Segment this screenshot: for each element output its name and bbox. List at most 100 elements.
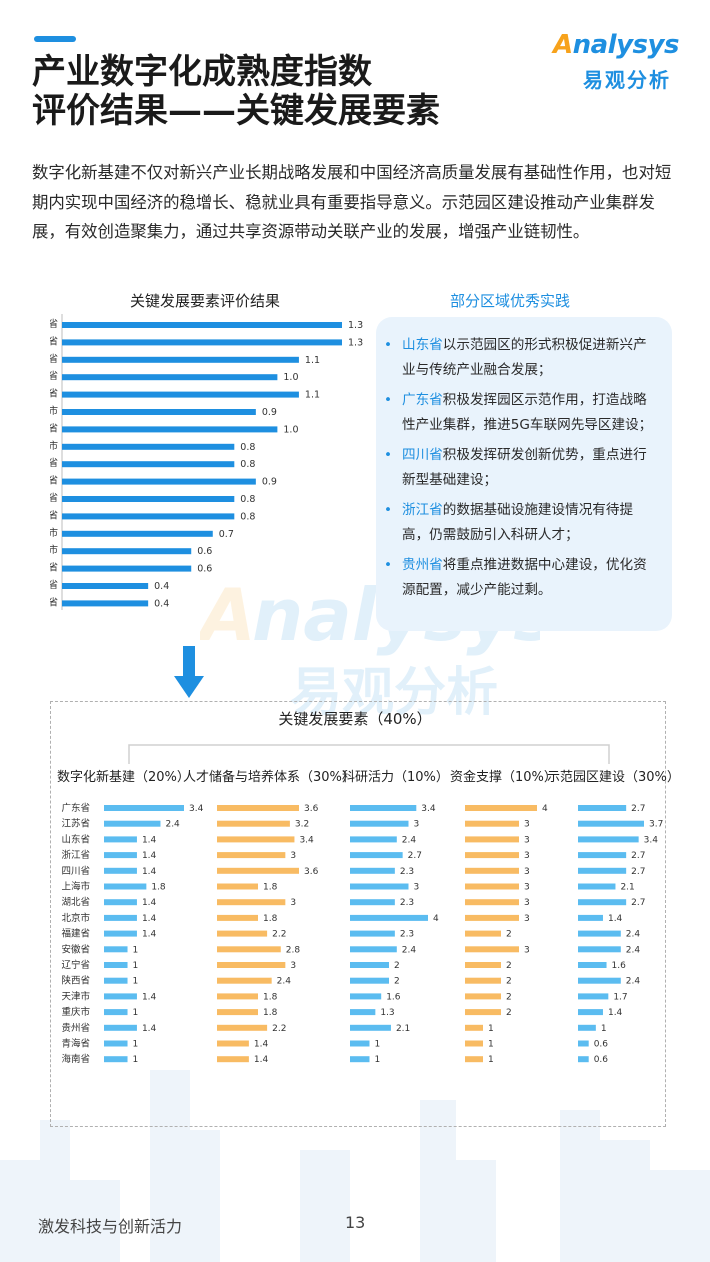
practice-item: • 贵州省将重点推进数据中心建设，优化资源配置，减少产能过剩。 <box>376 553 660 602</box>
practice-province: 广东省 <box>402 392 443 408</box>
bar <box>62 443 235 450</box>
bar <box>350 867 395 874</box>
footer-text: 激发科技与创新活力 <box>38 1217 183 1236</box>
logo-wordmark: Analysys <box>553 30 679 60</box>
bar <box>217 899 286 906</box>
value-label: 1 <box>133 1040 139 1050</box>
category-label: 山东省 <box>61 833 90 845</box>
bar <box>217 867 299 874</box>
value-label: 3.7 <box>649 820 663 830</box>
value-label: 1 <box>133 1008 139 1018</box>
value-label: 2 <box>506 1008 512 1018</box>
value-label: 3 <box>524 883 530 893</box>
factor-breakdown-box <box>50 701 666 1127</box>
bar <box>62 339 342 346</box>
bullet-icon: • <box>384 447 393 463</box>
bar <box>465 930 501 937</box>
practice-item: • 广东省积极发挥园区示范作用，打造战略性产业集群，推进5G车联网先导区建设； <box>376 388 660 437</box>
col-head-park: 示范园区建设（30%） <box>547 770 680 785</box>
col-head-research: 科研活力（10%） <box>342 770 449 785</box>
value-label: 1.1 <box>305 390 320 401</box>
bar <box>104 914 137 921</box>
bar <box>578 914 603 921</box>
bar <box>104 852 137 859</box>
bar <box>465 883 519 890</box>
bar <box>62 548 192 555</box>
value-label: 1 <box>488 1040 494 1050</box>
bar <box>217 805 299 811</box>
value-label: 0.6 <box>197 546 212 557</box>
practice-item: • 浙江省的数据基础设施建设情况有待提高，仍需鼓励引入科研人才； <box>376 498 660 547</box>
value-label: 1.8 <box>263 883 278 893</box>
bar <box>217 1040 249 1047</box>
bar <box>217 962 286 968</box>
bar <box>578 993 609 1000</box>
bar <box>465 852 519 859</box>
bar <box>578 1009 603 1016</box>
practice-item: • 四川省积极发挥研发创新优势，重点进行新型基础建设； <box>376 443 660 492</box>
category-label: 陕西省 <box>50 509 58 521</box>
value-label: 4 <box>542 804 548 814</box>
bar <box>217 883 258 890</box>
bar <box>350 899 395 906</box>
value-label: 3.6 <box>304 867 319 877</box>
value-label: 0.6 <box>594 1055 609 1065</box>
value-label: 2.7 <box>631 867 645 877</box>
category-label: 湖北省 <box>61 896 90 908</box>
category-label: 贵州省 <box>61 1022 90 1034</box>
value-label: 3 <box>290 898 296 908</box>
category-label: 广东省 <box>50 318 58 330</box>
bar <box>217 852 286 859</box>
value-label: 2.3 <box>400 898 414 908</box>
value-label: 3 <box>524 914 530 924</box>
value-label: 1 <box>488 1055 494 1065</box>
category-label: 湖北省 <box>50 422 58 434</box>
overall-bar-chart: 广东省 1.3 江苏省 1.3 山东省 1.1 浙江省 1.0 四川省 1.1 上海市 0.9 湖北省 1… <box>50 314 363 610</box>
bracket-line <box>128 744 610 764</box>
value-label: 2 <box>506 992 512 1002</box>
bar <box>465 993 501 1000</box>
bar <box>217 1009 258 1016</box>
value-label: 1.4 <box>142 1024 157 1034</box>
value-label: 1.8 <box>151 883 166 893</box>
bar <box>350 946 397 953</box>
bar <box>62 426 278 433</box>
value-label: 0.9 <box>262 477 277 488</box>
bar <box>578 1056 589 1063</box>
practice-province: 山东省 <box>402 337 443 353</box>
value-label: 3.4 <box>299 835 314 845</box>
category-label: 上海市 <box>61 881 90 893</box>
value-label: 0.7 <box>219 529 234 540</box>
bar <box>465 1009 501 1016</box>
bar <box>465 962 501 968</box>
category-label: 江苏省 <box>61 818 90 830</box>
value-label: 0.9 <box>262 407 277 418</box>
bar <box>104 883 147 890</box>
bar <box>62 409 256 415</box>
practice-text: 以示范园区的形式积极促进新兴产业与传统产业融合发展； <box>402 337 647 378</box>
category-label: 青海省 <box>50 579 58 591</box>
value-label: 1.1 <box>305 355 320 366</box>
category-label: 浙江省 <box>61 849 90 861</box>
practice-text: 将重点推进数据中心建设，优化资源配置，减少产能过剩。 <box>402 557 647 598</box>
bar <box>350 836 397 843</box>
value-label: 3.6 <box>304 804 319 814</box>
bar <box>465 946 519 953</box>
category-label: 福建省 <box>50 457 58 469</box>
bar <box>578 852 627 859</box>
bar <box>62 391 299 398</box>
value-label: 1.4 <box>142 930 157 940</box>
col-head-talent: 人才储备与培养体系（30%） <box>183 770 355 785</box>
value-label: 2.2 <box>272 1024 286 1034</box>
category-label: 山东省 <box>50 353 58 365</box>
bar <box>104 899 137 906</box>
bar <box>217 946 281 953</box>
bar <box>350 1024 391 1031</box>
value-label: 2.7 <box>408 851 422 861</box>
practice-province: 四川省 <box>402 447 443 463</box>
bar <box>62 461 235 468</box>
category-label: 广东省 <box>61 802 90 814</box>
value-label: 1.6 <box>386 992 401 1002</box>
value-label: 1.3 <box>380 1008 394 1018</box>
bar <box>217 836 295 843</box>
